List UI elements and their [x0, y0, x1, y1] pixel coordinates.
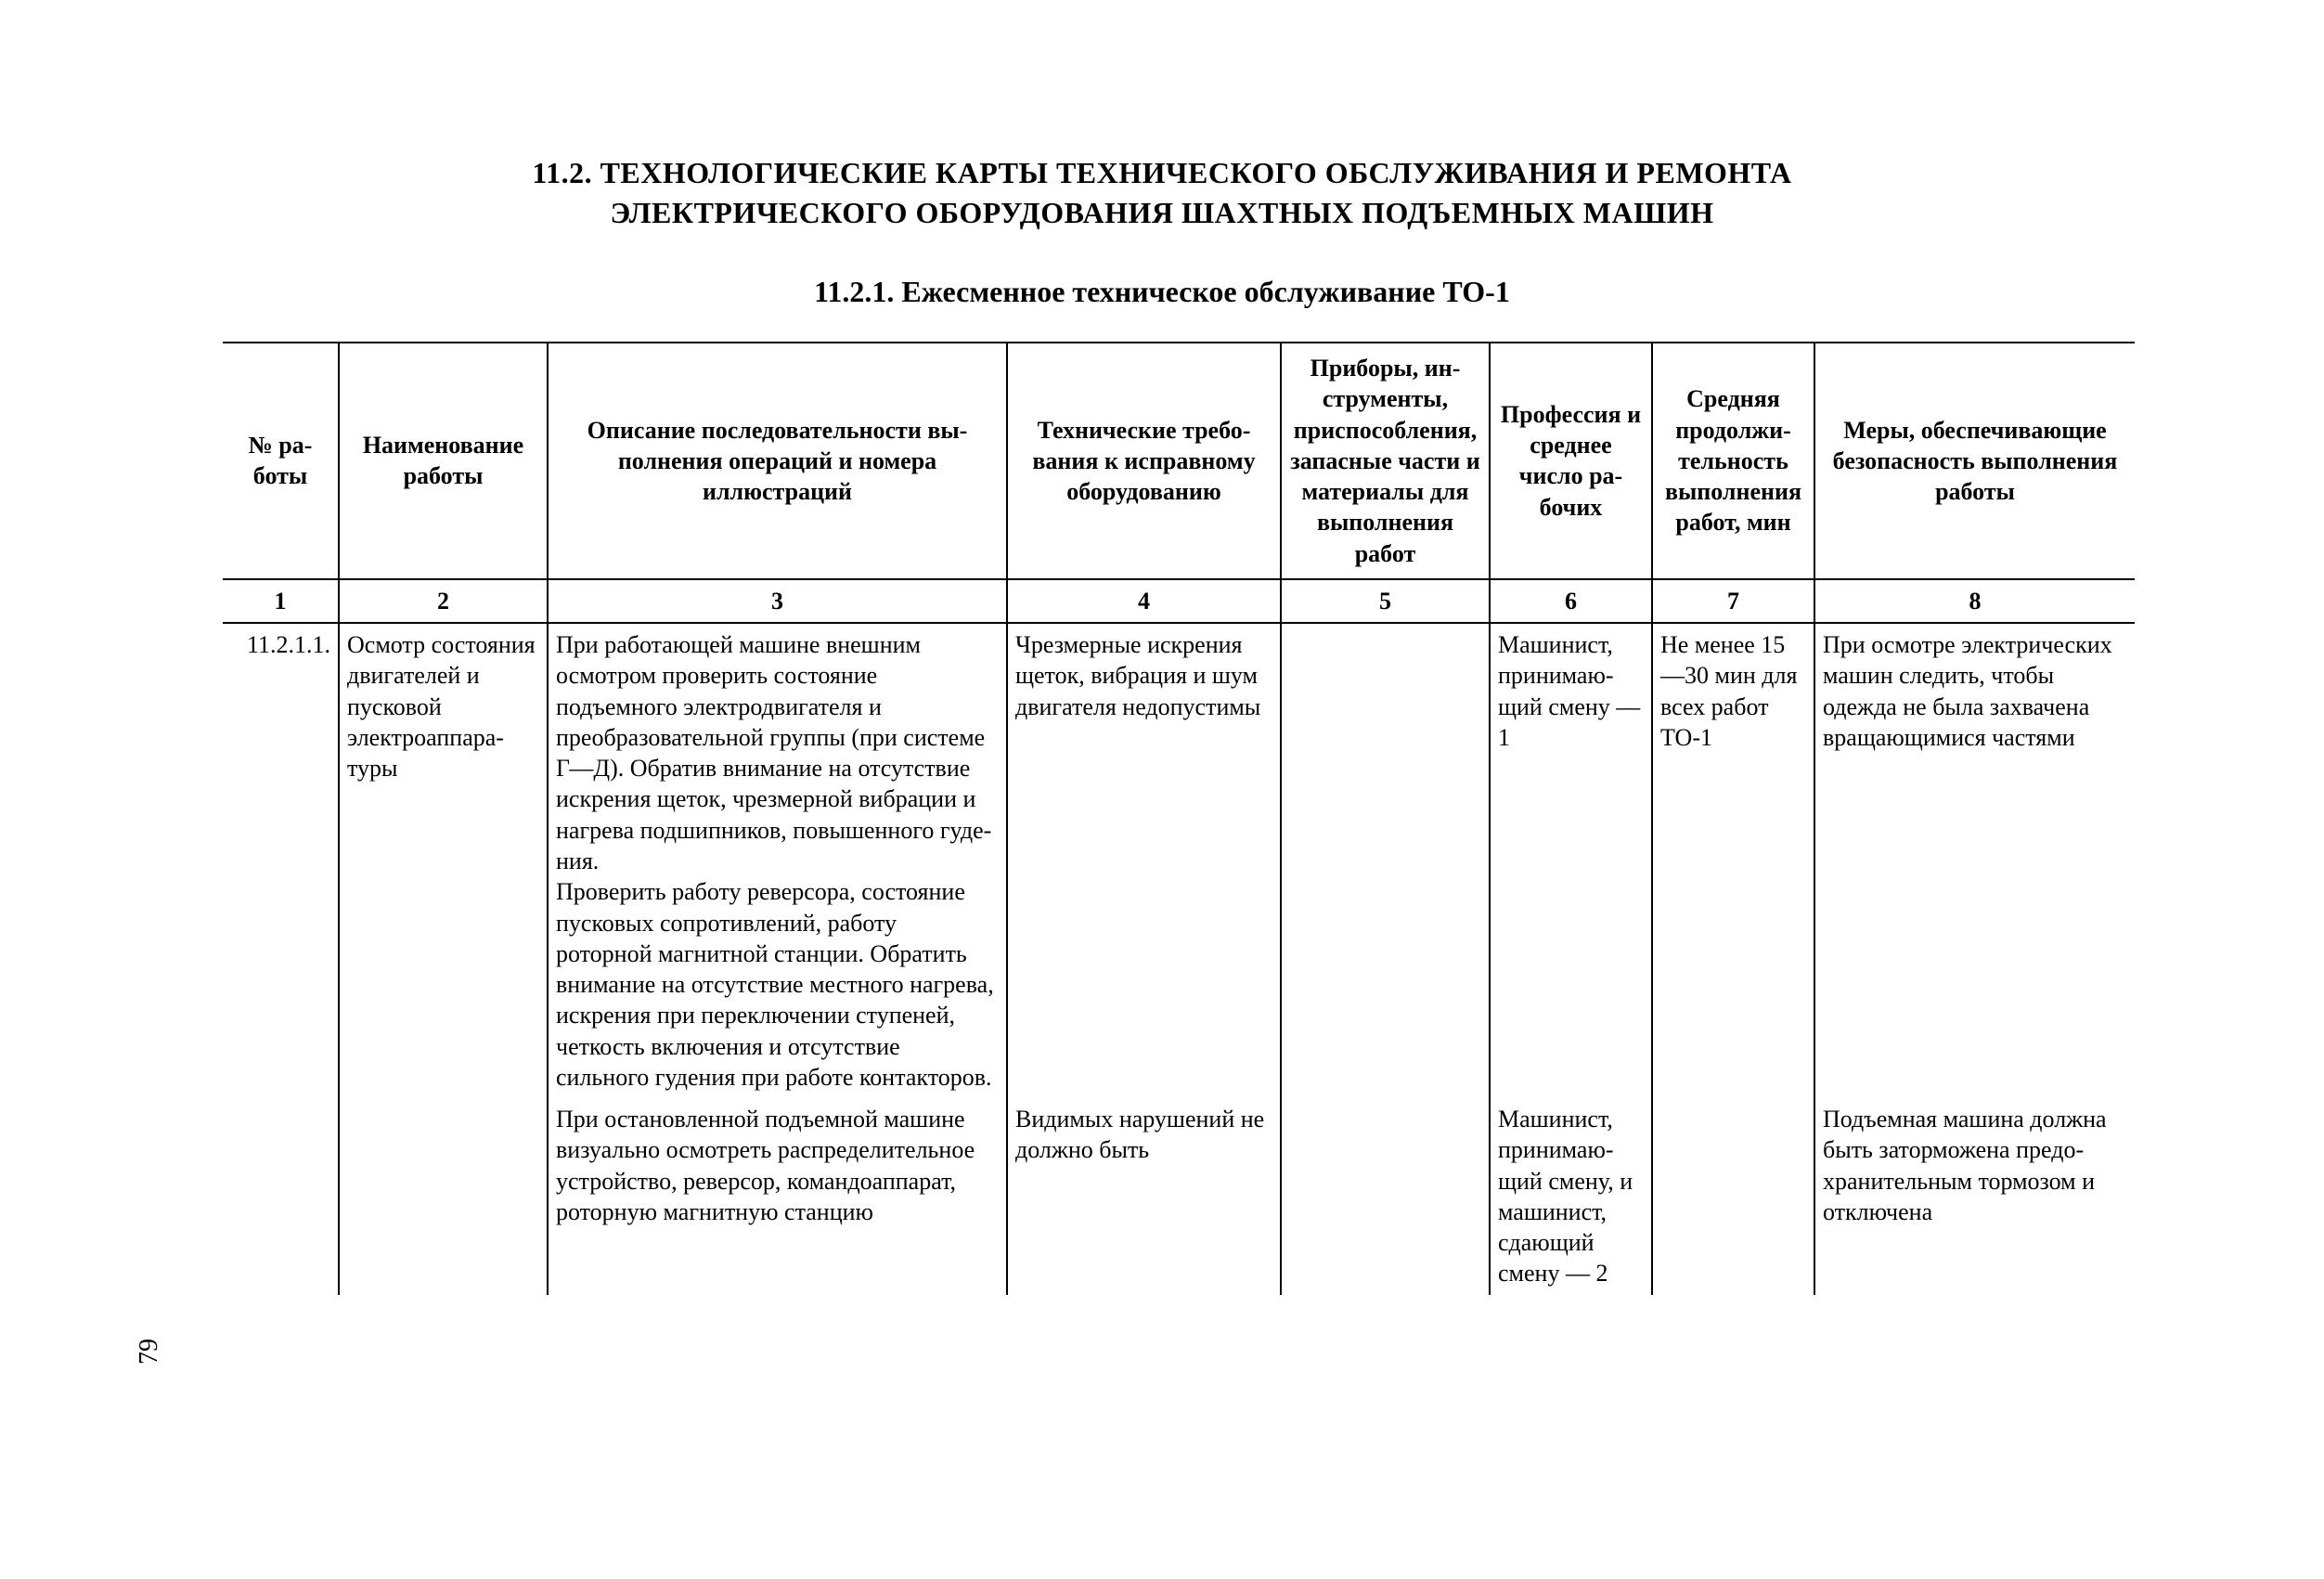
page-number: 79: [135, 1339, 164, 1365]
cell-tech-req: Чрезмерные искре­ния щеток, вибра­ция и …: [1007, 623, 1281, 1098]
col-num-5: 5: [1281, 579, 1490, 623]
col-num-3: 3: [548, 579, 1007, 623]
section-heading: 11.2. ТЕХНОЛОГИЧЕСКИЕ КАРТЫ ТЕХНИЧЕСКОГО…: [0, 153, 2324, 309]
cell-description: При работающей машине внешним осмотром п…: [548, 623, 1007, 1098]
col-header-4: Технические требо­вания к исправному обо…: [1007, 343, 1281, 579]
col-header-1: № ра­боты: [223, 343, 339, 579]
col-num-1: 1: [223, 579, 339, 623]
col-header-5: Приборы, ин­струменты, приспособле­ния, …: [1281, 343, 1490, 579]
col-header-7: Средняя продолжи­тельность выполне­ния р…: [1652, 343, 1814, 579]
cell-duration: [1652, 1098, 1814, 1295]
cell-work-name: Осмотр состоя­ния двигателей и пусковой …: [339, 623, 548, 1098]
table-row: При остановленной подъемной ма­шине визу…: [223, 1098, 2135, 1295]
col-header-3: Описание последовательности вы­полнения …: [548, 343, 1007, 579]
desc-part-a: При работающей машине внешним осмотром п…: [556, 629, 999, 876]
cell-safety: При осмотре электрических ма­шин следить…: [1814, 623, 2135, 1098]
col-num-7: 7: [1652, 579, 1814, 623]
cell-description: При остановленной подъемной ма­шине визу…: [548, 1098, 1007, 1295]
col-num-6: 6: [1490, 579, 1652, 623]
cell-safety: Подъемная маши­на должна быть за­торможе…: [1814, 1098, 2135, 1295]
maintenance-table-wrap: № ра­боты Наименование работы Описание п…: [223, 342, 2135, 1295]
cell-tools: [1281, 1098, 1490, 1295]
table-header-row: № ра­боты Наименование работы Описание п…: [223, 343, 2135, 579]
maintenance-table: № ра­боты Наименование работы Описание п…: [223, 342, 2135, 1295]
column-number-row: 1 2 3 4 5 6 7 8: [223, 579, 2135, 623]
heading-line-2: ЭЛЕКТРИЧЕСКОГО ОБОРУДОВАНИЯ ШАХТНЫХ ПОДЪ…: [0, 193, 2324, 233]
cell-profession: Машинист, принимаю­щий сме­ну — 1: [1490, 623, 1652, 1098]
subheading: 11.2.1. Ежесменное техническое обслужива…: [0, 275, 2324, 309]
heading-line-1: 11.2. ТЕХНОЛОГИЧЕСКИЕ КАРТЫ ТЕХНИЧЕСКОГО…: [0, 153, 2324, 193]
col-num-4: 4: [1007, 579, 1281, 623]
cell-tech-req: Видимых нарушений не должно быть: [1007, 1098, 1281, 1295]
cell-tools: [1281, 623, 1490, 1098]
col-num-8: 8: [1814, 579, 2135, 623]
col-num-2: 2: [339, 579, 548, 623]
cell-work-name: [339, 1098, 548, 1295]
col-header-6: Профессия и среднее число ра­бочих: [1490, 343, 1652, 579]
cell-duration: Не менее 15—30 мин для всех работ ТО-1: [1652, 623, 1814, 1098]
table-row: 11.2.1.1. Осмотр состоя­ния двигателей и…: [223, 623, 2135, 1098]
cell-work-number: 11.2.1.1.: [223, 623, 339, 1098]
col-header-8: Меры, обеспечи­вающие безопас­ность выпо…: [1814, 343, 2135, 579]
cell-profession: Машинист, принимаю­щий смену, и маши­нис…: [1490, 1098, 1652, 1295]
cell-work-number: [223, 1098, 339, 1295]
desc-part-b: Проверить работу реверсора, со­стояние п…: [556, 876, 999, 1093]
col-header-2: Наименование работы: [339, 343, 548, 579]
